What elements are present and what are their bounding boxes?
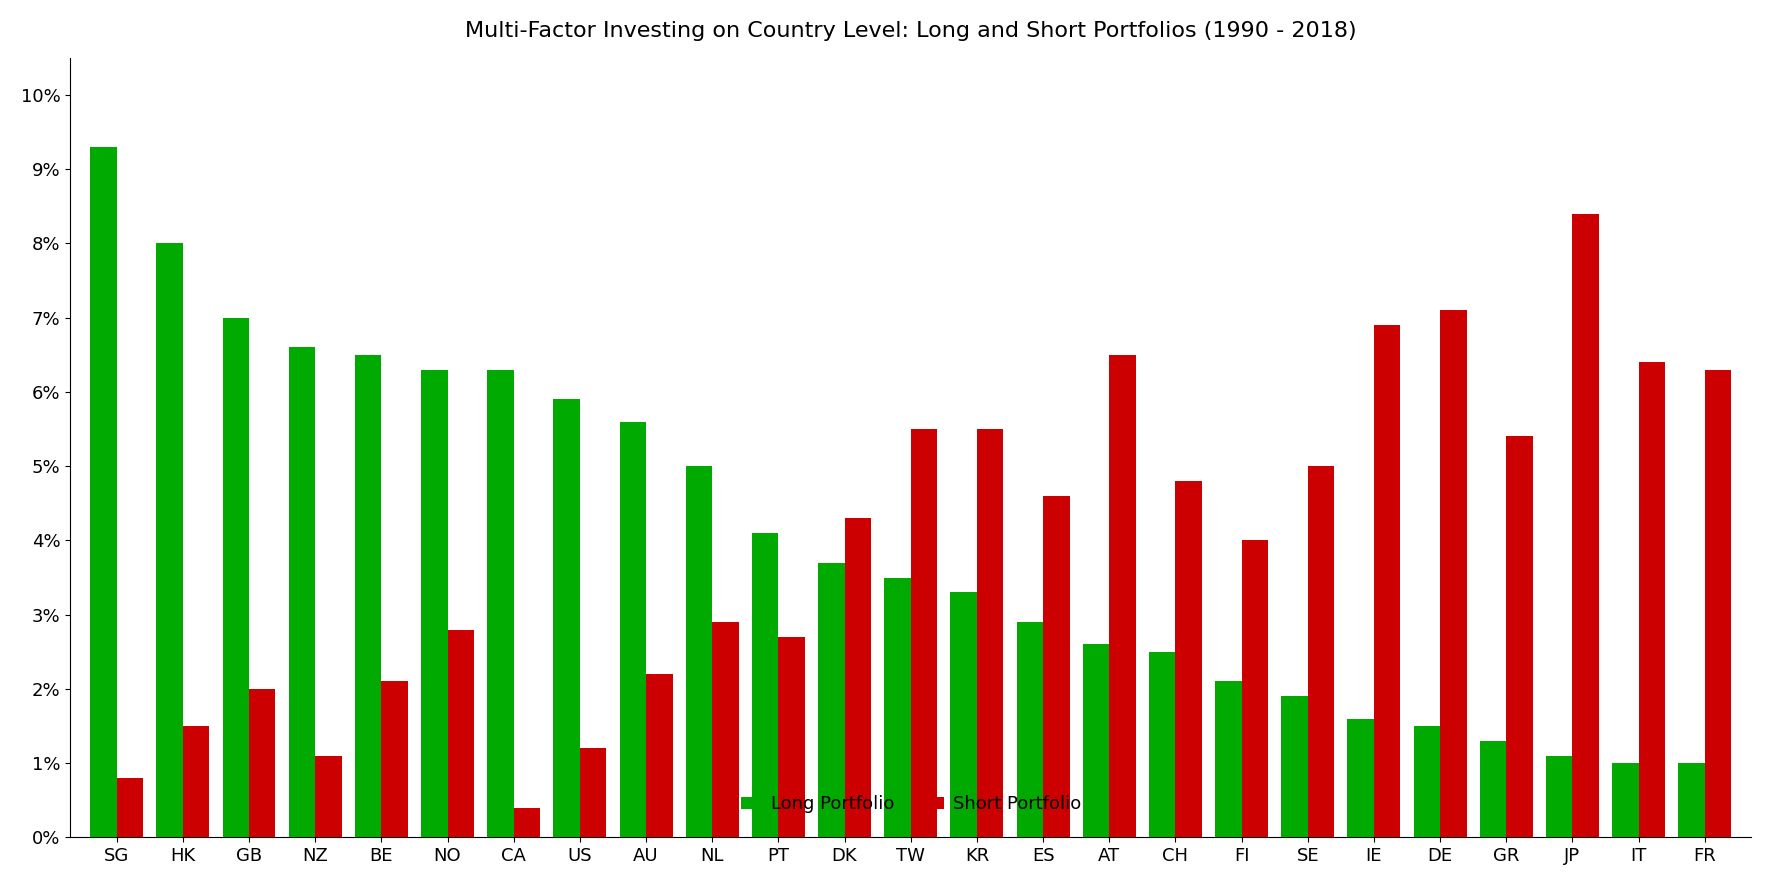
Bar [1441, 310, 1467, 837]
Bar [1148, 652, 1175, 837]
Bar [579, 749, 606, 837]
Bar [686, 466, 712, 837]
Bar [647, 674, 673, 837]
Bar [1414, 726, 1441, 837]
Bar [183, 726, 209, 837]
Bar [1639, 362, 1666, 837]
Bar [911, 429, 937, 837]
Bar [1044, 496, 1070, 837]
Bar [950, 593, 976, 837]
Bar [487, 369, 514, 837]
Bar [1480, 741, 1506, 837]
Bar [422, 369, 448, 837]
Bar [315, 756, 342, 837]
Bar [1613, 763, 1639, 837]
Bar [1572, 214, 1598, 837]
Bar [819, 563, 845, 837]
Bar [1017, 622, 1044, 837]
Bar [884, 578, 911, 837]
Bar [620, 422, 647, 837]
Bar [448, 630, 473, 837]
Bar [845, 518, 872, 837]
Bar [223, 317, 250, 837]
Bar [1373, 325, 1400, 837]
Bar [1242, 540, 1269, 837]
Bar [751, 533, 778, 837]
Bar [712, 622, 739, 837]
Bar [1678, 763, 1705, 837]
Bar [976, 429, 1003, 837]
Bar [354, 354, 381, 837]
Bar [1175, 481, 1201, 837]
Bar [553, 400, 579, 837]
Bar [1705, 369, 1731, 837]
Bar [1308, 466, 1334, 837]
Bar [1109, 354, 1136, 837]
Bar [250, 689, 275, 837]
Bar [778, 637, 804, 837]
Bar [1216, 681, 1242, 837]
Bar [1506, 437, 1533, 837]
Bar [1545, 756, 1572, 837]
Bar [1347, 719, 1373, 837]
Legend: Long Portfolio, Short Portfolio: Long Portfolio, Short Portfolio [734, 789, 1088, 820]
Bar [156, 244, 183, 837]
Bar [289, 347, 315, 837]
Bar [117, 778, 144, 837]
Title: Multi-Factor Investing on Country Level: Long and Short Portfolios (1990 - 2018): Multi-Factor Investing on Country Level:… [464, 21, 1357, 41]
Bar [1083, 644, 1109, 837]
Bar [514, 808, 540, 837]
Bar [90, 147, 117, 837]
Bar [381, 681, 408, 837]
Bar [1281, 696, 1308, 837]
